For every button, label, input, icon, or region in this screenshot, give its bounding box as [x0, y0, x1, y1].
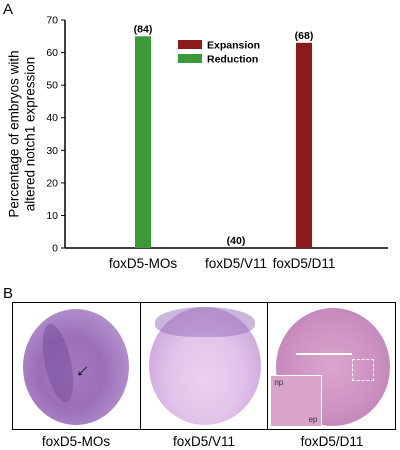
- x-category-label: foxD5-MOs: [109, 256, 178, 271]
- y-tick-label: 40: [46, 112, 58, 124]
- embryo-photo-foxd5-d11: np ep: [267, 303, 396, 429]
- x-category-label: foxD5/D11: [273, 256, 336, 271]
- caption-foxd5-mos: foxD5-MOs: [41, 434, 111, 449]
- embryo-photo-foxd5-v11: [139, 303, 268, 429]
- y-tick-label: 20: [46, 177, 58, 189]
- y-tick-label: 0: [52, 243, 58, 255]
- y-tick-label: 50: [46, 80, 58, 92]
- legend-label: Expansion: [207, 40, 260, 52]
- neural-plate-line: [296, 353, 353, 355]
- y-tick-label: 60: [46, 47, 58, 59]
- x-category-label: foxD5/V11: [205, 256, 267, 271]
- legend-swatch: [178, 40, 202, 49]
- inset-label-ep: ep: [308, 415, 318, 424]
- bar-data-label: (68): [295, 30, 314, 42]
- bar: [135, 36, 151, 249]
- inset-label-np: np: [274, 378, 284, 387]
- panel-a-label: A: [3, 1, 14, 18]
- y-axis-title-line: altered notch1 expression: [23, 57, 38, 212]
- y-tick-label: 10: [46, 210, 58, 222]
- zoom-box: [352, 359, 375, 381]
- legend-swatch: [178, 54, 202, 63]
- embryo-image: [23, 309, 129, 425]
- bar: [296, 42, 312, 248]
- y-tick-label: 70: [46, 15, 58, 27]
- caption-foxd5-d11: foxD5/D11: [300, 434, 364, 449]
- embryo-photo-foxd5-mos: ←: [13, 303, 140, 429]
- y-tick-label: 30: [46, 145, 58, 157]
- embryo-photo-strip: ← np ep: [12, 302, 396, 430]
- bar-chart: 0 10 20 30 40 50 60 70 Percentage of embryos wit…: [7, 15, 388, 271]
- embryo-top-shading: [154, 307, 255, 337]
- y-axis-title-line: Percentage of embryos with: [7, 50, 22, 217]
- bar-data-label: (84): [134, 23, 153, 35]
- legend-label: Reduction: [207, 54, 258, 66]
- zoom-inset: np ep: [270, 375, 323, 427]
- bar-data-label: (40): [227, 235, 246, 247]
- caption-foxd5-v11: foxD5/V11: [172, 434, 236, 449]
- panel-b-label: B: [3, 285, 14, 302]
